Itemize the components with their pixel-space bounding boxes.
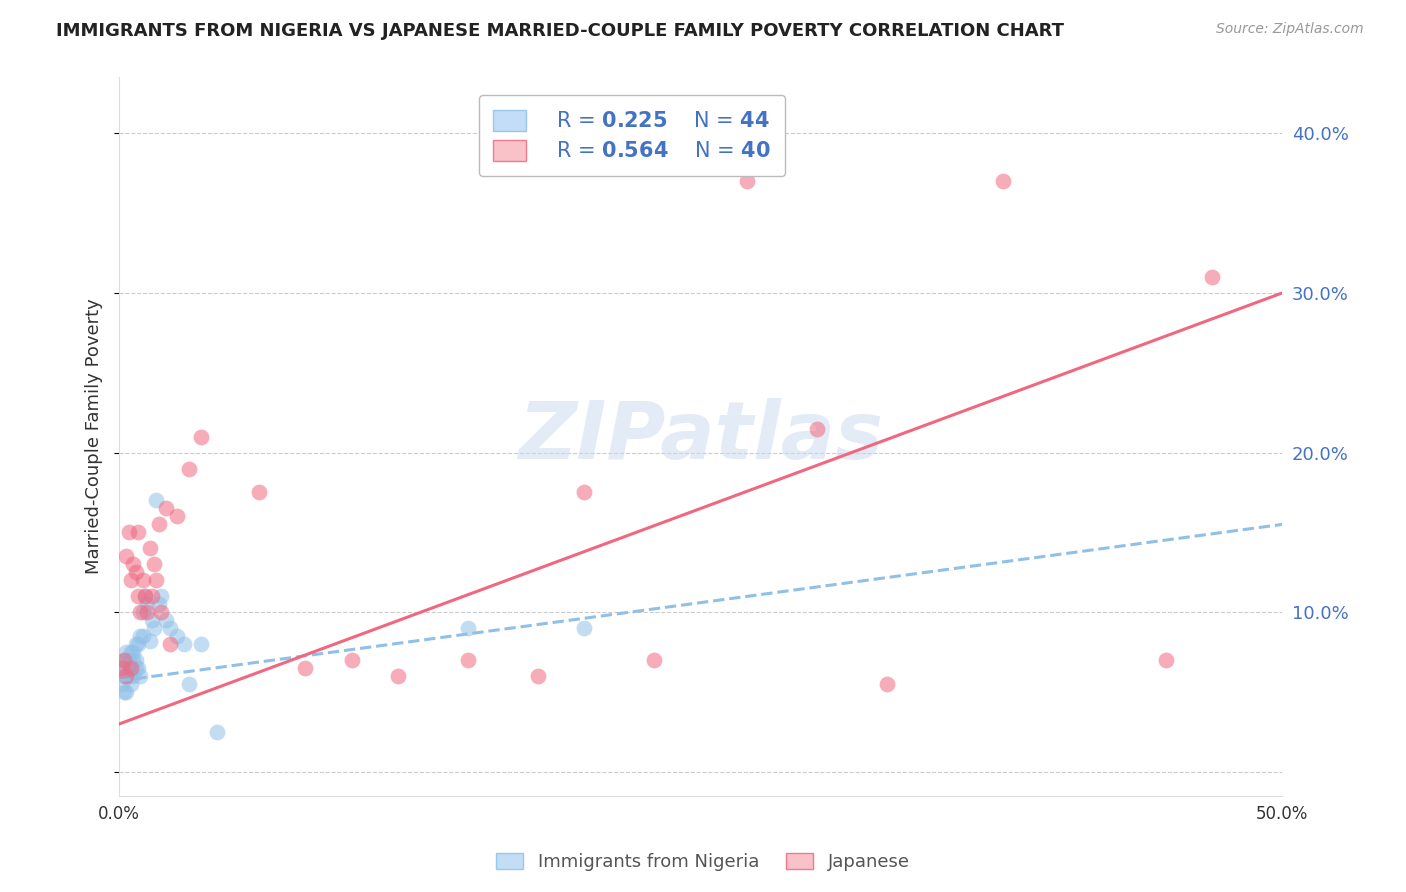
Point bbox=[122, 645, 145, 659]
Point bbox=[136, 597, 159, 611]
Point bbox=[117, 669, 139, 683]
Point bbox=[122, 558, 145, 572]
Point bbox=[138, 634, 160, 648]
Point bbox=[129, 669, 152, 683]
Point bbox=[112, 653, 135, 667]
Point bbox=[340, 653, 363, 667]
Text: Source: ZipAtlas.com: Source: ZipAtlas.com bbox=[1216, 22, 1364, 37]
Point bbox=[120, 661, 142, 675]
Point bbox=[127, 525, 149, 540]
Point bbox=[143, 558, 166, 572]
Point bbox=[131, 574, 153, 588]
Point bbox=[134, 589, 156, 603]
Point bbox=[159, 621, 181, 635]
Point bbox=[574, 621, 596, 635]
Point bbox=[247, 485, 270, 500]
Point bbox=[141, 613, 163, 627]
Point bbox=[112, 685, 135, 699]
Point bbox=[124, 566, 146, 580]
Point bbox=[115, 669, 138, 683]
Point bbox=[122, 653, 145, 667]
Point bbox=[112, 653, 135, 667]
Point bbox=[150, 605, 173, 619]
Point bbox=[735, 174, 758, 188]
Point bbox=[190, 637, 212, 651]
Point bbox=[124, 653, 146, 667]
Point bbox=[115, 653, 138, 667]
Point bbox=[124, 637, 146, 651]
Point bbox=[115, 669, 138, 683]
Point bbox=[115, 549, 138, 564]
Point bbox=[124, 661, 146, 675]
Point bbox=[117, 661, 139, 675]
Point bbox=[173, 637, 195, 651]
Point bbox=[294, 661, 316, 675]
Point bbox=[136, 605, 159, 619]
Y-axis label: Married-Couple Family Poverty: Married-Couple Family Poverty bbox=[86, 299, 103, 574]
Point bbox=[110, 677, 132, 691]
Point bbox=[148, 517, 170, 532]
Point bbox=[117, 525, 139, 540]
Point bbox=[131, 629, 153, 643]
Point bbox=[574, 485, 596, 500]
Point bbox=[120, 574, 142, 588]
Point bbox=[131, 605, 153, 619]
Point bbox=[134, 589, 156, 603]
Point bbox=[205, 725, 228, 739]
Point bbox=[876, 677, 898, 691]
Point bbox=[155, 613, 177, 627]
Point bbox=[120, 677, 142, 691]
Point bbox=[991, 174, 1014, 188]
Point bbox=[110, 661, 132, 675]
Point bbox=[145, 574, 167, 588]
Point bbox=[127, 589, 149, 603]
Point bbox=[190, 429, 212, 443]
Point bbox=[177, 677, 200, 691]
Point bbox=[145, 493, 167, 508]
Point bbox=[141, 589, 163, 603]
Point bbox=[155, 501, 177, 516]
Point bbox=[527, 669, 550, 683]
Point bbox=[177, 461, 200, 475]
Text: IMMIGRANTS FROM NIGERIA VS JAPANESE MARRIED-COUPLE FAMILY POVERTY CORRELATION CH: IMMIGRANTS FROM NIGERIA VS JAPANESE MARR… bbox=[56, 22, 1064, 40]
Point bbox=[143, 621, 166, 635]
Point bbox=[148, 597, 170, 611]
Legend:   R = $\mathbf{0.225}$    N = $\mathbf{44}$,   R = $\mathbf{0.564}$    N = $\mat: R = $\mathbf{0.225}$ N = $\mathbf{44}$, … bbox=[478, 95, 786, 176]
Point bbox=[150, 589, 173, 603]
Point bbox=[159, 637, 181, 651]
Legend: Immigrants from Nigeria, Japanese: Immigrants from Nigeria, Japanese bbox=[489, 846, 917, 879]
Point bbox=[806, 422, 828, 436]
Point bbox=[457, 621, 479, 635]
Point bbox=[127, 661, 149, 675]
Point bbox=[115, 645, 138, 659]
Point bbox=[120, 645, 142, 659]
Point bbox=[138, 541, 160, 556]
Point bbox=[1154, 653, 1177, 667]
Text: ZIPatlas: ZIPatlas bbox=[519, 398, 883, 475]
Point bbox=[112, 669, 135, 683]
Point bbox=[115, 685, 138, 699]
Point bbox=[122, 669, 145, 683]
Point bbox=[120, 661, 142, 675]
Point bbox=[129, 605, 152, 619]
Point bbox=[117, 653, 139, 667]
Point bbox=[457, 653, 479, 667]
Point bbox=[166, 509, 188, 524]
Point bbox=[166, 629, 188, 643]
Point bbox=[129, 629, 152, 643]
Point bbox=[643, 653, 665, 667]
Point bbox=[387, 669, 409, 683]
Point bbox=[127, 637, 149, 651]
Point bbox=[1201, 270, 1223, 285]
Point bbox=[110, 661, 132, 675]
